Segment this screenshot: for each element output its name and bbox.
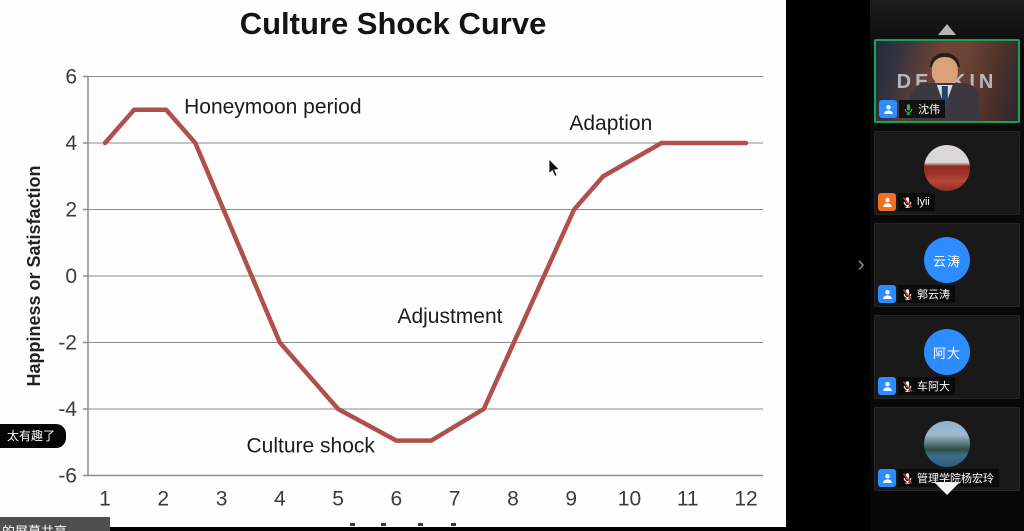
x-tick-label: 10 bbox=[618, 488, 641, 511]
sidebar-expand-chevron[interactable]: › bbox=[857, 251, 865, 276]
y-tick-label: -2 bbox=[58, 332, 77, 355]
participant-role-icon bbox=[878, 377, 896, 395]
participant-tiles: DEAKIN bbox=[874, 39, 1020, 499]
participant-tile[interactable]: lyii bbox=[874, 131, 1020, 215]
participant-tile[interactable]: 管理学院杨宏玲 bbox=[874, 407, 1020, 491]
y-tick-label: 0 bbox=[65, 265, 77, 288]
x-tick-label: 9 bbox=[565, 488, 577, 511]
participant-role-icon bbox=[878, 193, 896, 211]
chat-message-toast: 太有趣了 bbox=[0, 424, 67, 448]
x-tick-label: 7 bbox=[449, 488, 461, 511]
curve-annotation: Adaption bbox=[569, 112, 652, 135]
mouse-cursor-icon bbox=[548, 159, 561, 177]
curve-series bbox=[102, 107, 749, 443]
participant-name: 郭云涛 bbox=[917, 289, 950, 301]
scroll-up-arrow-icon[interactable] bbox=[938, 24, 956, 35]
mic-on-icon bbox=[904, 103, 913, 115]
x-tick-label: 12 bbox=[734, 488, 757, 511]
participants-sidebar: DEAKIN bbox=[870, 0, 1024, 531]
participant-avatar-photo bbox=[924, 421, 970, 467]
mic-muted-icon bbox=[902, 472, 913, 484]
x-tick-label: 2 bbox=[157, 488, 169, 511]
participant-avatar-initials: 阿大 bbox=[924, 329, 970, 375]
curve-annotation: Culture shock bbox=[247, 435, 376, 458]
curve-annotation: Honeymoon period bbox=[184, 95, 361, 118]
y-tick-label: -6 bbox=[58, 465, 77, 488]
x-tick-label: 1 bbox=[99, 488, 111, 511]
participant-avatar-initials: 云涛 bbox=[924, 237, 970, 283]
mic-muted-icon bbox=[902, 196, 913, 208]
x-tick-label: 6 bbox=[391, 488, 403, 511]
participant-role-icon bbox=[878, 285, 896, 303]
participant-tile[interactable]: 阿大 车阿大 bbox=[874, 315, 1020, 399]
participant-name: lyii bbox=[917, 196, 930, 208]
y-tick-label: 6 bbox=[65, 66, 77, 89]
x-tick-label: 8 bbox=[507, 488, 519, 511]
x-tick-label: 5 bbox=[332, 488, 344, 511]
shared-screen-slide: Culture Shock Curve 6 4 2 0 -2 -4 -6 1 2 3 4 5 6 7 8 9 1… bbox=[0, 0, 786, 527]
participant-tile[interactable]: 云涛 郭云涛 bbox=[874, 223, 1020, 307]
participant-name: 沈伟 bbox=[918, 104, 940, 116]
y-axis-title: Happiness or Satisfaction bbox=[24, 165, 44, 386]
participant-avatar-photo bbox=[924, 145, 970, 191]
participant-tile-video[interactable]: DEAKIN bbox=[874, 39, 1020, 123]
x-tick-label: 11 bbox=[677, 488, 699, 511]
participant-role-icon bbox=[878, 469, 896, 487]
participant-name: 车阿大 bbox=[917, 381, 950, 393]
scroll-down-arrow-icon[interactable] bbox=[934, 482, 960, 495]
participant-role-icon bbox=[879, 100, 897, 118]
curve-annotation: Adjustment bbox=[397, 305, 502, 328]
mic-muted-icon bbox=[902, 288, 913, 300]
x-tick-label: 3 bbox=[216, 488, 228, 511]
screen-share-banner: 的屏幕共享 bbox=[0, 517, 110, 531]
y-tick-label: 4 bbox=[65, 132, 77, 155]
y-tick-label: 2 bbox=[65, 199, 77, 222]
y-tick-label: -4 bbox=[58, 398, 77, 421]
x-tick-label: 4 bbox=[274, 488, 286, 511]
chart-title: Culture Shock Curve bbox=[239, 6, 547, 41]
mic-muted-icon bbox=[902, 380, 913, 392]
